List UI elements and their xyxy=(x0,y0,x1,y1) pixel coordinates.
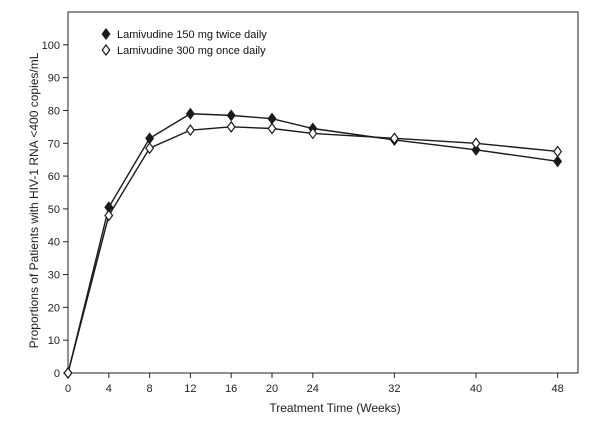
x-tick-label: 24 xyxy=(307,383,319,395)
y-axis-ticks: 0 10 20 30 40 50 60 70 80 90 100 xyxy=(42,40,68,380)
data-point xyxy=(226,120,236,133)
x-tick-label: 40 xyxy=(470,383,482,395)
x-tick-label: 20 xyxy=(266,383,278,395)
x-axis-title: Treatment Time (Weeks) xyxy=(269,401,400,415)
legend-marker xyxy=(101,44,111,56)
data-point xyxy=(145,142,155,155)
y-tick-label: 50 xyxy=(48,204,60,216)
y-tick-label: 70 xyxy=(48,138,60,150)
y-tick-label: 0 xyxy=(54,368,60,380)
x-tick-label: 8 xyxy=(147,383,153,395)
series-1 xyxy=(63,107,563,379)
plot-frame xyxy=(67,11,579,374)
legend: Lamivudine 150 mg twice daily Lamivudine … xyxy=(101,28,267,57)
data-point xyxy=(104,209,114,222)
x-tick-label: 12 xyxy=(184,383,196,395)
series-layer xyxy=(63,107,563,379)
series-line xyxy=(67,126,558,374)
y-tick-label: 40 xyxy=(48,237,60,249)
data-point xyxy=(63,367,73,379)
series-line xyxy=(67,113,558,374)
x-axis-ticks: 0 4 8 12 16 20 24 32 40 48 xyxy=(65,373,564,395)
data-point xyxy=(471,143,481,156)
y-tick-label: 10 xyxy=(48,335,60,347)
legend-label: Lamivudine 300 mg once daily xyxy=(117,45,266,57)
data-point xyxy=(553,145,563,158)
legend-label: Lamivudine 150 mg twice daily xyxy=(117,29,267,41)
data-point xyxy=(267,112,277,125)
y-tick-label: 80 xyxy=(48,105,60,117)
y-tick-label: 100 xyxy=(42,40,60,52)
series-2 xyxy=(63,120,563,379)
x-tick-label: 4 xyxy=(106,383,112,395)
y-tick-label: 90 xyxy=(48,73,60,85)
x-tick-label: 32 xyxy=(388,383,400,395)
legend-marker xyxy=(101,28,111,40)
y-tick-label: 20 xyxy=(48,302,60,314)
x-tick-label: 0 xyxy=(65,383,71,395)
x-tick-label: 16 xyxy=(225,383,237,395)
data-point xyxy=(389,132,399,145)
data-point xyxy=(185,107,195,120)
y-tick-label: 30 xyxy=(48,270,60,282)
data-point xyxy=(267,122,277,135)
y-tick-label: 60 xyxy=(48,171,60,183)
data-point xyxy=(471,137,481,150)
chart-axes xyxy=(67,11,579,374)
data-point xyxy=(185,124,195,137)
data-point xyxy=(553,155,563,168)
data-point xyxy=(308,127,318,140)
y-axis-title: Proportions of Patients with HIV-1 RNA <… xyxy=(27,52,41,348)
x-tick-label: 48 xyxy=(551,383,563,395)
data-point xyxy=(226,109,236,122)
